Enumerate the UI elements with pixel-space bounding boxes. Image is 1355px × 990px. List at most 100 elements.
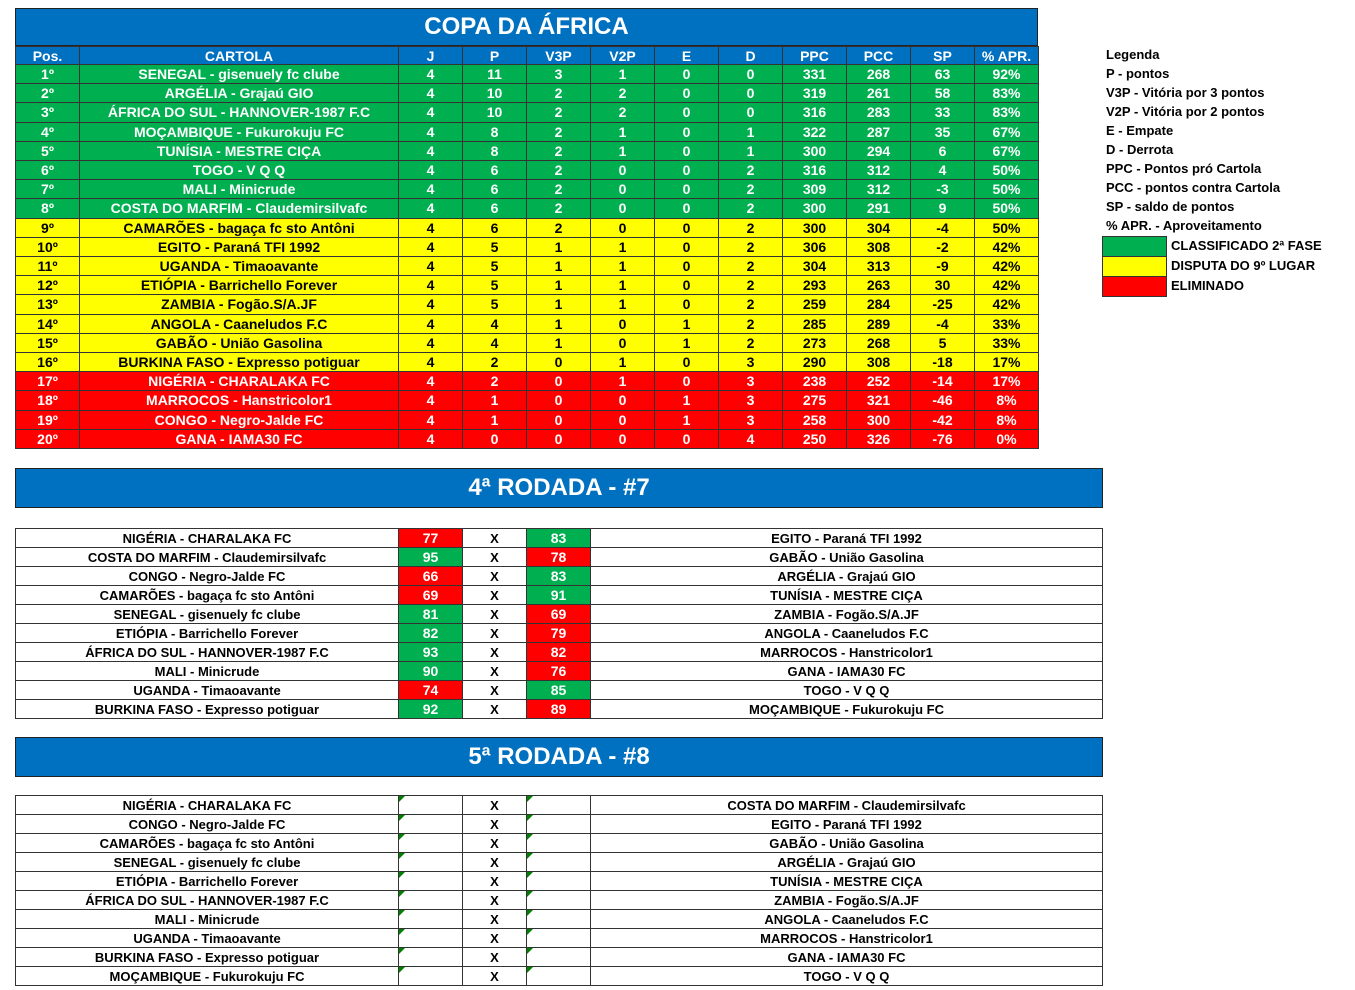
table-cell: -25 bbox=[910, 294, 975, 315]
table-cell: -4 bbox=[910, 313, 975, 334]
table-cell: 300 bbox=[846, 409, 911, 430]
away-score bbox=[526, 928, 591, 948]
table-cell: 1 bbox=[718, 121, 783, 142]
table-cell: 2 bbox=[526, 160, 591, 181]
header-cell: V2P bbox=[590, 46, 655, 65]
home-score bbox=[398, 909, 463, 929]
table-cell: 0% bbox=[974, 428, 1039, 449]
table-cell: 0 bbox=[718, 102, 783, 123]
table-cell: 331 bbox=[782, 64, 847, 85]
table-cell: 4 bbox=[398, 390, 463, 411]
table-cell: 300 bbox=[782, 217, 847, 238]
table-cell: 0 bbox=[654, 428, 719, 449]
legend-title: Legenda bbox=[1106, 47, 1160, 62]
home-team: MOÇAMBIQUE - Fukurokuju FC bbox=[15, 966, 399, 986]
table-cell: 4 bbox=[398, 371, 463, 392]
table-cell: 0 bbox=[590, 217, 655, 238]
table-cell: 50% bbox=[974, 217, 1039, 238]
away-score: 79 bbox=[526, 623, 591, 643]
table-cell: 2 bbox=[718, 160, 783, 181]
table-cell: 0 bbox=[590, 160, 655, 181]
table-cell: -9 bbox=[910, 256, 975, 277]
home-team: UGANDA - Timaoavante bbox=[15, 680, 399, 700]
table-cell: 6º bbox=[15, 160, 80, 181]
separator: X bbox=[462, 928, 527, 948]
table-cell: 1 bbox=[590, 275, 655, 296]
table-cell: -76 bbox=[910, 428, 975, 449]
away-team: ANGOLA - Caaneludos F.C bbox=[590, 623, 1103, 643]
table-cell: -42 bbox=[910, 409, 975, 430]
away-team: EGITO - Paraná TFI 1992 bbox=[590, 814, 1103, 834]
home-team: SENEGAL - gisenuely fc clube bbox=[15, 604, 399, 624]
round-title: 5ª RODADA - #8 bbox=[15, 737, 1103, 777]
table-cell: 0 bbox=[654, 256, 719, 277]
table-cell: 50% bbox=[974, 198, 1039, 219]
table-cell: 6 bbox=[462, 198, 527, 219]
legend-label: DISPUTA DO 9º LUGAR bbox=[1171, 258, 1316, 273]
table-cell: 5 bbox=[462, 294, 527, 315]
away-score: 76 bbox=[526, 661, 591, 681]
separator: X bbox=[462, 947, 527, 967]
home-score: 93 bbox=[398, 642, 463, 662]
away-score bbox=[526, 966, 591, 986]
legend-line: E - Empate bbox=[1106, 123, 1174, 138]
table-cell: 268 bbox=[846, 332, 911, 353]
table-cell: 1 bbox=[590, 371, 655, 392]
table-cell: 0 bbox=[654, 371, 719, 392]
table-cell: 10 bbox=[462, 83, 527, 104]
table-cell: 92% bbox=[974, 64, 1039, 85]
table-cell: 4 bbox=[462, 332, 527, 353]
table-cell: 4 bbox=[398, 313, 463, 334]
table-cell: 2 bbox=[718, 217, 783, 238]
table-cell: 0 bbox=[590, 313, 655, 334]
away-score bbox=[526, 814, 591, 834]
home-score: 82 bbox=[398, 623, 463, 643]
table-cell: 67% bbox=[974, 121, 1039, 142]
table-cell: 300 bbox=[782, 140, 847, 161]
table-cell: 261 bbox=[846, 83, 911, 104]
home-team: MALI - Minicrude bbox=[15, 661, 399, 681]
table-cell: 12º bbox=[15, 275, 80, 296]
header-cell: % APR. bbox=[974, 46, 1039, 65]
comment-marker bbox=[399, 872, 405, 878]
table-cell: 313 bbox=[846, 256, 911, 277]
away-score bbox=[526, 833, 591, 853]
legend-line: P - pontos bbox=[1106, 66, 1170, 81]
table-cell: 326 bbox=[846, 428, 911, 449]
table-cell: 2 bbox=[526, 217, 591, 238]
home-score: 66 bbox=[398, 566, 463, 586]
table-cell: 0 bbox=[590, 198, 655, 219]
table-cell: 283 bbox=[846, 102, 911, 123]
table-cell: 289 bbox=[846, 313, 911, 334]
away-score: 89 bbox=[526, 699, 591, 719]
home-score bbox=[398, 833, 463, 853]
table-cell: 11º bbox=[15, 256, 80, 277]
table-cell: SENEGAL - gisenuely fc clube bbox=[79, 64, 399, 85]
home-team: ETIÓPIA - Barrichello Forever bbox=[15, 623, 399, 643]
away-team: COSTA DO MARFIM - Claudemirsilvafc bbox=[590, 795, 1103, 815]
table-cell: 11 bbox=[462, 64, 527, 85]
table-cell: 5 bbox=[462, 236, 527, 257]
table-cell: CONGO - Negro-Jalde FC bbox=[79, 409, 399, 430]
away-team: GANA - IAMA30 FC bbox=[590, 947, 1103, 967]
legend-line: V2P - Vitória por 2 pontos bbox=[1106, 104, 1265, 119]
home-score bbox=[398, 947, 463, 967]
table-cell: 2º bbox=[15, 83, 80, 104]
table-cell: 0 bbox=[654, 198, 719, 219]
header-cell: CARTOLA bbox=[79, 46, 399, 65]
table-cell: 0 bbox=[590, 409, 655, 430]
comment-marker bbox=[527, 910, 533, 916]
table-cell: 4 bbox=[398, 352, 463, 373]
legend-swatch bbox=[1102, 256, 1167, 277]
table-cell: 4 bbox=[398, 160, 463, 181]
comment-marker bbox=[527, 967, 533, 973]
home-team: BURKINA FASO - Expresso potiguar bbox=[15, 699, 399, 719]
table-cell: 3 bbox=[718, 390, 783, 411]
table-cell: 0 bbox=[654, 102, 719, 123]
table-cell: 13º bbox=[15, 294, 80, 315]
table-cell: GANA - IAMA30 FC bbox=[79, 428, 399, 449]
table-cell: 6 bbox=[462, 160, 527, 181]
header-cell: E bbox=[654, 46, 719, 65]
table-cell: 5º bbox=[15, 140, 80, 161]
